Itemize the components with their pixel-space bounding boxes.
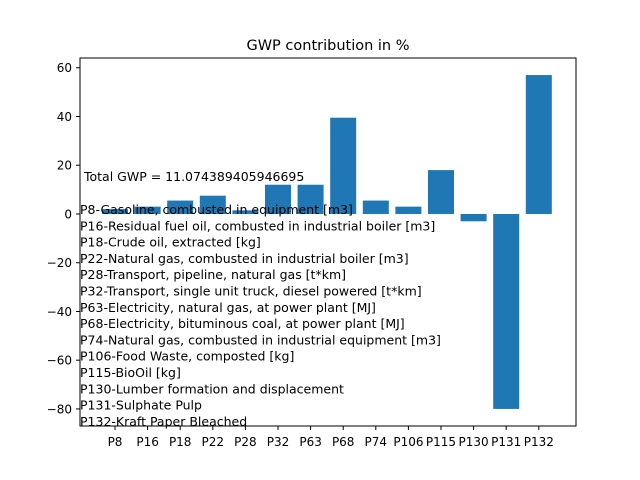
bar-p16 — [134, 206, 161, 214]
legend-line: P18-Crude oil, extracted [kg] — [80, 235, 261, 250]
x-tick-label-p74: P74 — [365, 435, 388, 449]
x-tick-label-p8: P8 — [108, 435, 123, 449]
legend-line: P130-Lumber formation and displacement — [80, 381, 344, 396]
bar-p130 — [460, 213, 487, 222]
bar-p8 — [102, 209, 128, 214]
x-tick-label-p18: P18 — [169, 435, 192, 449]
y-tick-label: −20 — [47, 256, 72, 270]
x-tick-label-p68: P68 — [332, 435, 355, 449]
legend-line: P132-Kraft Paper Bleached — [80, 414, 247, 429]
x-tick-label-p63: P63 — [299, 435, 322, 449]
y-tick-label: −60 — [47, 354, 72, 368]
process-legend: P8-Gasoline, combusted in equipment [m3]… — [80, 202, 441, 429]
y-tick-label: 60 — [57, 61, 72, 75]
legend-line: P74-Natural gas, combusted in industrial… — [80, 332, 441, 347]
bar-p63 — [297, 184, 324, 214]
bar-p28 — [232, 210, 259, 214]
y-tick-label: −40 — [47, 305, 72, 319]
x-tick-label-p16: P16 — [136, 435, 159, 449]
bar-p68 — [330, 117, 357, 214]
bar-p32 — [265, 184, 291, 214]
plot-frame — [79, 57, 577, 427]
x-tick-label-p131: P131 — [491, 435, 521, 449]
legend-line: P22-Natural gas, combusted in industrial… — [80, 251, 409, 266]
bar-p74 — [362, 200, 389, 214]
legend-line: P16-Residual fuel oil, combusted in indu… — [80, 218, 435, 233]
chart-title: GWP contribution in % — [246, 38, 409, 54]
bar-p22 — [199, 195, 226, 214]
y-tick-label: −80 — [47, 402, 72, 416]
legend-line: P28-Transport, pipeline, natural gas [t*… — [80, 267, 346, 282]
bar-p106 — [395, 206, 422, 214]
bar-p132 — [525, 75, 552, 214]
y-axis: −80 −60 −40 −20 0 20 40 60 — [47, 61, 80, 416]
total-gwp-annotation: Total GWP = 11.074389405946695 — [83, 169, 304, 184]
x-tick-label-p115: P115 — [426, 435, 456, 449]
legend-line: P68-Electricity, bituminous coal, at pow… — [80, 316, 405, 331]
x-tick-label-p132: P132 — [524, 435, 554, 449]
legend-line: P32-Transport, single unit truck, diesel… — [80, 284, 422, 299]
legend-line: P8-Gasoline, combusted in equipment [m3] — [80, 202, 353, 217]
legend-line: P106-Food Waste, composted [kg] — [80, 349, 294, 364]
bar-p131 — [493, 213, 520, 409]
x-tick-label-p32: P32 — [267, 435, 290, 449]
y-tick-label: 40 — [57, 110, 72, 124]
bar-p18 — [167, 200, 194, 214]
x-tick-label-p130: P130 — [459, 435, 489, 449]
legend-line: P131-Sulphate Pulp — [80, 398, 202, 413]
x-axis: P8 P16 P18 P22 P28 P32 P63 P68 P74 P106 P115 P130 P1… — [108, 426, 554, 449]
legend-line: P115-BioOil [kg] — [80, 365, 181, 380]
x-tick-label-p22: P22 — [202, 435, 225, 449]
bar-p115 — [428, 170, 454, 214]
y-tick-label: 0 — [64, 207, 72, 221]
x-tick-label-p28: P28 — [234, 435, 257, 449]
bars-group — [102, 75, 552, 409]
x-tick-label-p106: P106 — [393, 435, 423, 449]
y-tick-label: 20 — [57, 159, 72, 173]
legend-line: P63-Electricity, natural gas, at power p… — [80, 300, 376, 315]
